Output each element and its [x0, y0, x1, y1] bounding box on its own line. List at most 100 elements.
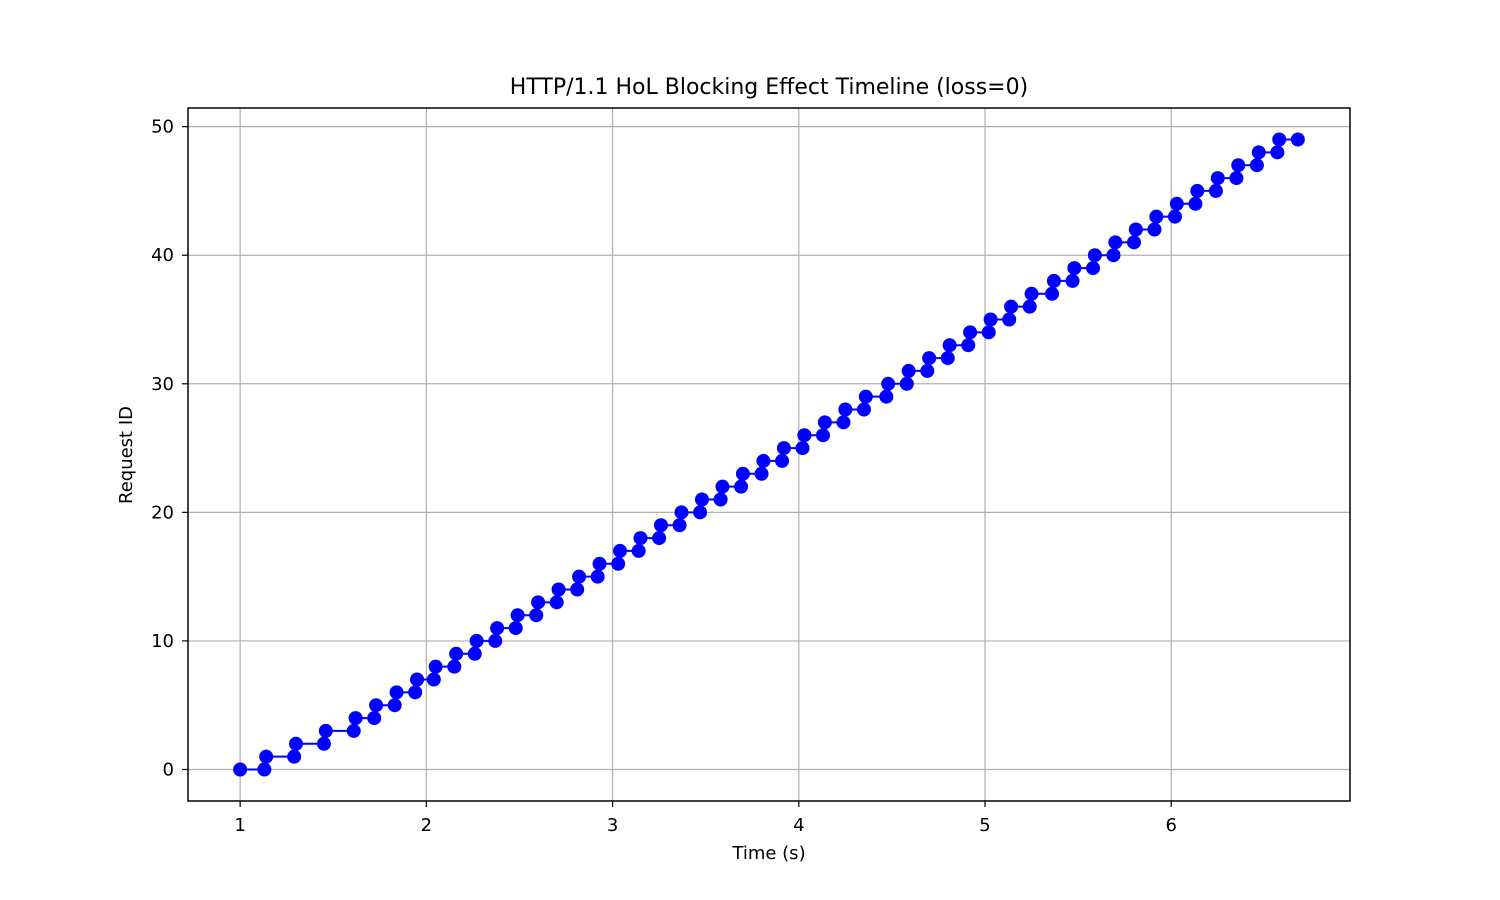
data-point	[1169, 196, 1184, 211]
data-point	[1208, 183, 1223, 198]
chart-title: HTTP/1.1 HoL Blocking Effect Timeline (l…	[510, 75, 1028, 100]
data-point	[756, 453, 771, 468]
data-point	[693, 505, 708, 520]
data-point	[590, 569, 605, 584]
data-point	[1272, 132, 1287, 147]
data-point	[694, 492, 709, 507]
data-point	[551, 582, 566, 597]
data-point	[408, 685, 423, 700]
data-point	[346, 723, 361, 738]
x-tick-label: 6	[1166, 815, 1177, 836]
data-point	[488, 633, 503, 648]
data-point	[467, 646, 482, 661]
data-point	[672, 518, 687, 533]
data-point	[816, 428, 831, 443]
x-axis-label: Time (s)	[731, 843, 805, 864]
data-point	[836, 415, 851, 430]
data-point	[858, 389, 873, 404]
data-point	[1249, 158, 1264, 173]
data-point	[963, 325, 978, 340]
data-point	[572, 569, 587, 584]
data-point	[410, 672, 425, 687]
data-point	[469, 633, 484, 648]
data-point	[447, 659, 462, 674]
data-point	[1002, 312, 1017, 327]
data-point	[592, 556, 607, 571]
data-point	[1149, 209, 1164, 224]
data-point	[259, 749, 274, 764]
ticks: 1 2 3 4 5 6 0 10 20 30 40 50	[151, 117, 1177, 836]
data-point	[1229, 171, 1244, 186]
data-point	[940, 351, 955, 366]
data-point	[1251, 145, 1266, 160]
data-point	[1022, 299, 1037, 314]
data-point	[856, 402, 871, 417]
data-point	[1108, 235, 1123, 250]
data-point	[449, 646, 464, 661]
data-point	[1188, 196, 1203, 211]
y-tick-label: 30	[151, 374, 174, 395]
data-point	[1147, 222, 1162, 237]
data-point	[1106, 248, 1121, 263]
y-tick-label: 50	[151, 117, 174, 138]
data-point	[633, 531, 648, 546]
data-point	[734, 479, 749, 494]
data-point	[1290, 132, 1305, 147]
data-point	[776, 441, 791, 456]
data-point	[735, 466, 750, 481]
data-point	[549, 595, 564, 610]
data-point	[1046, 273, 1061, 288]
data-point	[899, 376, 914, 391]
plot-frame	[187, 107, 1351, 802]
data-point	[879, 389, 894, 404]
data-point	[981, 325, 996, 340]
data-point	[316, 736, 331, 751]
data-point	[367, 711, 382, 726]
data-point	[1065, 273, 1080, 288]
data-point	[983, 312, 998, 327]
data-point	[1210, 171, 1225, 186]
data-point	[1190, 183, 1205, 198]
data-point	[942, 338, 957, 353]
data-point	[1067, 261, 1082, 276]
series-layer	[233, 132, 1305, 777]
data-point	[1086, 261, 1101, 276]
data-point	[922, 351, 937, 366]
data-point	[713, 492, 728, 507]
data-point	[1024, 286, 1039, 301]
data-point	[715, 479, 730, 494]
data-point	[1087, 248, 1102, 263]
data-point	[775, 453, 790, 468]
data-point	[490, 621, 505, 636]
data-point	[428, 659, 443, 674]
data-point	[1126, 235, 1141, 250]
data-point	[1004, 299, 1019, 314]
data-point	[287, 749, 302, 764]
data-point	[529, 608, 544, 623]
data-point	[901, 363, 916, 378]
data-point	[674, 505, 689, 520]
data-point	[531, 595, 546, 610]
data-point	[613, 543, 628, 558]
x-tick-label: 4	[793, 815, 804, 836]
y-tick-label: 20	[151, 502, 174, 523]
data-point	[257, 762, 272, 777]
grid	[188, 108, 1350, 801]
y-axis-label: Request ID	[116, 406, 137, 504]
data-point	[961, 338, 976, 353]
data-point	[797, 428, 812, 443]
x-tick-label: 3	[607, 815, 618, 836]
data-point	[508, 621, 523, 636]
data-point	[1167, 209, 1182, 224]
data-point	[881, 376, 896, 391]
data-point	[754, 466, 769, 481]
y-tick-label: 0	[163, 760, 174, 781]
data-point	[611, 556, 626, 571]
data-point	[389, 685, 404, 700]
data-point	[348, 711, 363, 726]
data-point	[289, 736, 304, 751]
data-point	[1128, 222, 1143, 237]
data-point	[653, 518, 668, 533]
x-tick-label: 5	[979, 815, 990, 836]
